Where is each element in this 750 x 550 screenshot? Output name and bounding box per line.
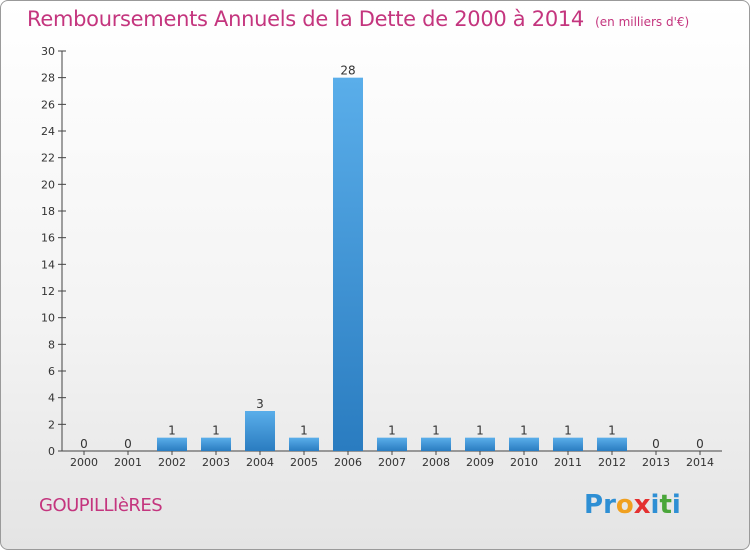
bars — [157, 77, 627, 452]
x-tick-label: 2007 — [378, 456, 406, 469]
data-label: 1 — [388, 424, 396, 438]
bar — [465, 437, 495, 451]
y-tick-label: 10 — [41, 312, 55, 325]
y-tick-label: 30 — [41, 45, 55, 58]
y-tick-label: 20 — [41, 178, 55, 191]
x-tick-label: 2001 — [114, 456, 142, 469]
data-label: 1 — [608, 424, 616, 438]
data-label: 28 — [340, 64, 355, 78]
bar — [201, 437, 231, 451]
x-tick-label: 2013 — [642, 456, 670, 469]
chart-unit: (en milliers d'€) — [595, 15, 690, 29]
x-tick-label: 2002 — [158, 456, 186, 469]
commune-name: GOUPILLIèRES — [39, 495, 163, 516]
y-tick-label: 12 — [41, 285, 55, 298]
y-tick-label: 22 — [41, 152, 55, 165]
logo-letter: x — [633, 490, 651, 520]
bar — [289, 437, 319, 451]
x-tick-label: 2000 — [70, 456, 98, 469]
bar — [553, 437, 583, 451]
x-tick-label: 2004 — [246, 456, 274, 469]
bar — [421, 437, 451, 451]
bar — [509, 437, 539, 451]
data-label: 0 — [652, 437, 660, 451]
data-labels: 0 0 1 1 3 1 28 1 1 1 1 1 1 0 0 — [80, 64, 704, 451]
data-label: 1 — [476, 424, 484, 438]
x-tick-label: 2008 — [422, 456, 450, 469]
logo-letter: i — [671, 490, 681, 520]
data-label: 1 — [564, 424, 572, 438]
y-tick-label: 4 — [48, 392, 55, 405]
logo-letter: i — [650, 490, 660, 520]
logo-letter: o — [615, 490, 634, 520]
logo-letter: t — [659, 490, 672, 520]
y-tick-label: 26 — [41, 98, 55, 111]
y-tick-label: 18 — [41, 205, 55, 218]
x-tick-label: 2003 — [202, 456, 230, 469]
y-tick-label: 2 — [48, 418, 55, 431]
logo-letter: P — [584, 490, 604, 520]
bar — [245, 411, 275, 451]
data-label: 0 — [80, 437, 88, 451]
y-tick-label: 8 — [48, 338, 55, 351]
data-label: 1 — [520, 424, 528, 438]
bar — [377, 437, 407, 451]
y-tick-label: 6 — [48, 365, 55, 378]
y-tick-label: 14 — [41, 258, 55, 271]
data-label: 1 — [432, 424, 440, 438]
data-label: 1 — [168, 424, 176, 438]
title-block: Remboursements Annuels de la Dette de 20… — [27, 7, 689, 31]
bar — [333, 77, 363, 452]
chart-title: Remboursements Annuels de la Dette de 20… — [27, 7, 584, 31]
x-tick-label: 2006 — [334, 456, 362, 469]
data-label: 0 — [696, 437, 704, 451]
data-label: 0 — [124, 437, 132, 451]
y-tick-label: 16 — [41, 232, 55, 245]
bar — [597, 437, 627, 451]
x-tick-label: 2010 — [510, 456, 538, 469]
y-tick-label: 0 — [48, 445, 55, 458]
logo-letter: r — [603, 490, 616, 520]
y-tick-label: 24 — [41, 125, 55, 138]
x-tick-label: 2011 — [554, 456, 582, 469]
data-label: 3 — [256, 397, 264, 411]
data-label: 1 — [212, 424, 220, 438]
x-tick-label: 2005 — [290, 456, 318, 469]
proxiti-logo: Proxiti — [584, 490, 681, 520]
x-tick-label: 2014 — [686, 456, 714, 469]
x-tick-label: 2012 — [598, 456, 626, 469]
data-label: 1 — [300, 424, 308, 438]
y-tick-label: 28 — [41, 72, 55, 85]
x-tick-label: 2009 — [466, 456, 494, 469]
bar — [157, 437, 187, 451]
